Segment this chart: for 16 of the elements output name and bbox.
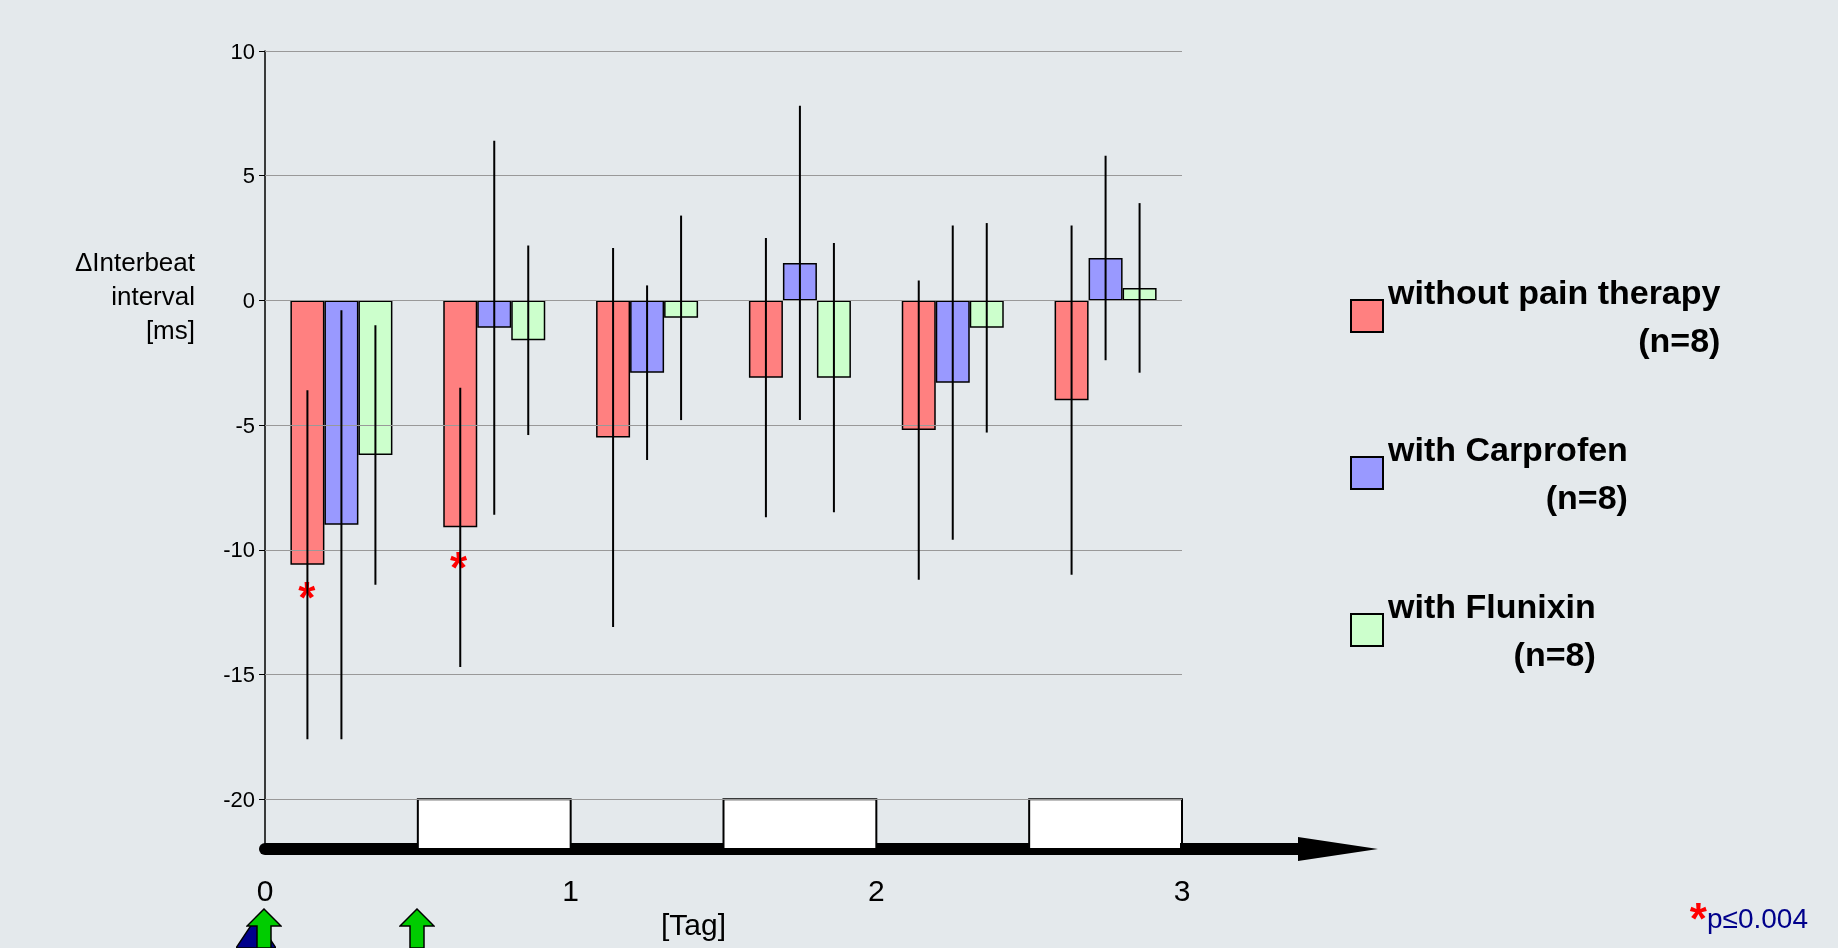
- x-tick-label: 1: [562, 873, 580, 907]
- y-tick-label: -10: [223, 537, 255, 563]
- text: *p≤0.004: [1689, 893, 1809, 943]
- legend-label: with Flunixin (n=8): [1387, 587, 1596, 673]
- y-tick-label: 0: [242, 287, 255, 313]
- x-axis-title: [Tag]: [660, 908, 727, 942]
- legend-label: with Carprofen (n=8): [1387, 430, 1628, 516]
- y-tick-label: -20: [223, 786, 255, 812]
- y-axis-title: ΔInterbeat interval [ms]: [75, 247, 196, 345]
- x-tick-label: 2: [867, 873, 885, 907]
- legend-label: without pain therapy (n=8): [1387, 273, 1721, 359]
- x-tick-label: 3: [1173, 873, 1191, 907]
- y-tick-label: -15: [223, 661, 255, 687]
- y-tick-label: 5: [242, 163, 255, 189]
- y-tick-label: 10: [230, 38, 255, 64]
- y-tick-label: -5: [235, 412, 255, 438]
